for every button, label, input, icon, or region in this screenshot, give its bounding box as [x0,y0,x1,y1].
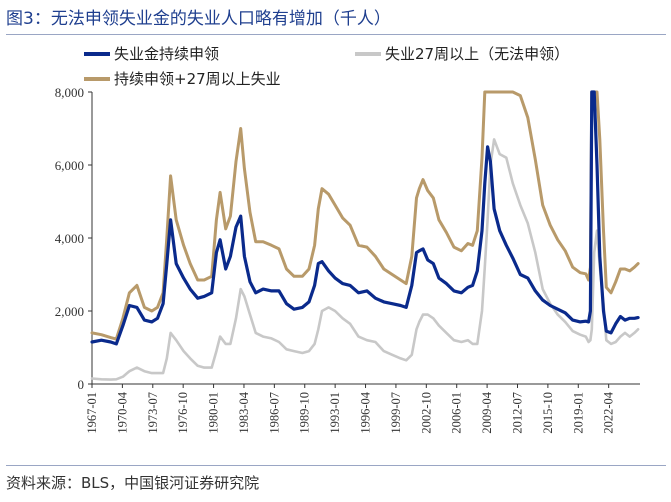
chart-title: 图3：无法申领失业金的失业人口略有增加（千人） [6,9,391,29]
series-line-claims [90,90,640,346]
legend-label-claims: 失业金持续申领 [114,45,219,63]
x-tick-label: 2006-01 [450,392,464,434]
x-tick-label: 1989-10 [298,392,312,434]
series-line-longterm [90,138,640,381]
x-tick-label: 2015-10 [541,392,555,434]
x-tick-label: 1967-01 [85,392,99,434]
legend: 失业金持续申领 失业27周以上（无法申领） 持续申领+27周以上失业 [84,45,569,88]
x-tick-label: 1983-04 [237,391,251,433]
y-tick-label: 2,000 [55,304,84,319]
x-tick-label: 2022-04 [602,391,616,433]
x-tick-label: 1996-04 [359,391,373,433]
x-tick-label: 1986-07 [267,392,281,434]
x-tick-label: 2009-04 [480,391,494,433]
series-lines [90,90,640,381]
x-tick-label: 1999-07 [389,392,403,434]
x-tick-label: 2012-07 [510,392,524,434]
legend-label-longterm: 失业27周以上（无法申领） [385,45,569,63]
legend-label-combined: 持续申领+27周以上失业 [114,70,281,88]
title-divider [6,34,666,35]
y-tick-label: 0 [78,377,85,392]
series-line-combined [90,90,640,341]
x-tick-label: 2019-01 [571,392,585,434]
x-tick-label: 1973-07 [146,392,160,434]
x-tick-label: 2002-10 [419,392,433,434]
axes: 0 2,000 4,000 6,000 8,000 1967-01 1970-04 1973-… [55,85,640,434]
x-tick-label: 1993-01 [328,392,342,434]
source-note: 资料来源：BLS，中国银河证券研究院 [6,474,260,492]
y-tick-label: 6,000 [55,158,84,173]
y-tick-label: 4,000 [55,231,84,246]
x-tick-label: 1970-04 [115,391,129,433]
x-tick-label: 1980-01 [207,392,221,434]
x-tick-label: 1976-10 [176,392,190,434]
y-tick-label: 8,000 [55,85,84,100]
footer-divider [6,465,666,466]
